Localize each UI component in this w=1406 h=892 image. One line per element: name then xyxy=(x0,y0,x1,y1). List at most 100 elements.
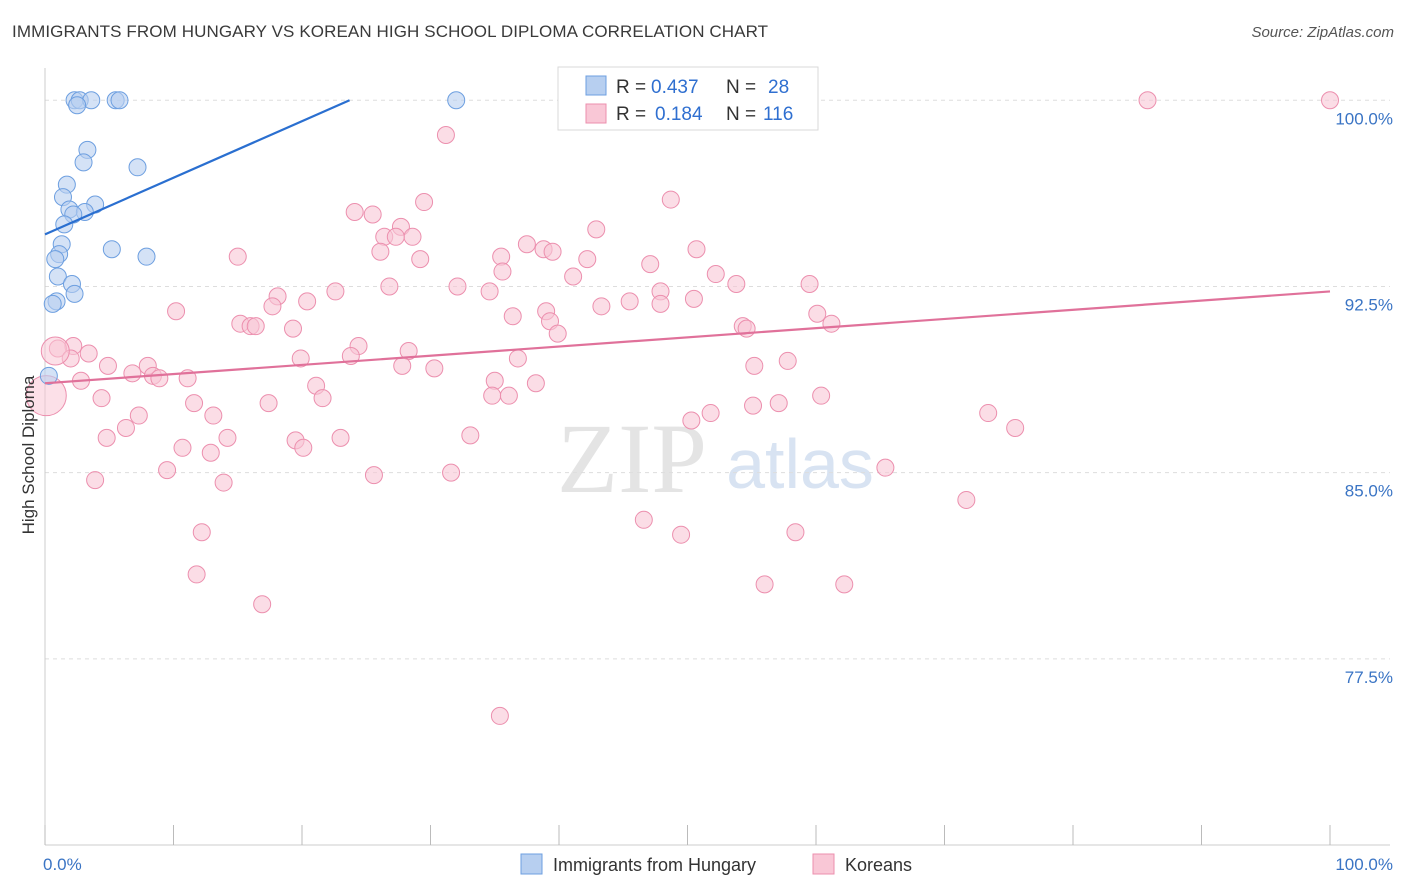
legend-n-value-blue: 28 xyxy=(768,77,789,98)
legend-r-value-blue: 0.437 xyxy=(651,77,699,98)
koreans-point-112 xyxy=(755,575,774,594)
bottom-legend-label-blue: Immigrants from Hungary xyxy=(553,855,756,875)
koreans-point-26 xyxy=(727,274,746,293)
koreans-point-98 xyxy=(173,438,192,457)
legend-swatch-blue xyxy=(585,75,607,96)
koreans-point-69 xyxy=(425,359,444,378)
koreans-point-102 xyxy=(442,463,461,482)
koreans-point-13 xyxy=(517,235,536,254)
watermark-zip: ZIP xyxy=(557,403,707,514)
koreans-point-107 xyxy=(634,510,653,529)
koreans-point-100 xyxy=(876,458,895,477)
bottom-legend: Immigrants from Hungary Koreans xyxy=(520,853,912,875)
koreans-point-61 xyxy=(778,351,797,370)
koreans-point-27 xyxy=(800,274,819,293)
legend-n-label-blue: N = xyxy=(726,77,756,98)
koreans-point-78 xyxy=(499,386,518,405)
legend-n-label-pink: N = xyxy=(726,104,756,125)
koreans-point-50 xyxy=(822,314,841,333)
koreans-point-31 xyxy=(480,282,499,301)
koreans-point-86 xyxy=(204,406,223,425)
koreans-point-101 xyxy=(158,461,177,480)
koreans-point-81 xyxy=(185,394,204,413)
koreans-point-71 xyxy=(150,369,169,388)
koreans-point-10 xyxy=(403,227,422,246)
hungary-point-27 xyxy=(39,366,58,385)
koreans-point-21 xyxy=(578,250,597,269)
koreans-point-115 xyxy=(490,706,509,725)
koreans-point-42 xyxy=(503,307,522,326)
hungary-point-22 xyxy=(48,267,67,286)
y-tick-label-1: 85.0% xyxy=(1345,482,1393,501)
koreans-point-12 xyxy=(587,220,606,239)
koreans-point-29 xyxy=(448,277,467,296)
hungary-points xyxy=(39,91,466,385)
koreans-point-92 xyxy=(97,428,116,447)
hungary-point-18 xyxy=(102,240,121,259)
koreans-point-34 xyxy=(684,289,703,308)
koreans-point-72 xyxy=(485,371,504,390)
koreans-point-25 xyxy=(564,267,583,286)
koreans-point-16 xyxy=(371,242,390,261)
bottom-legend-swatch-blue xyxy=(520,853,543,875)
koreans-point-88 xyxy=(701,404,720,423)
legend-n-value-pink: 116 xyxy=(763,104,793,125)
koreans-point-40 xyxy=(167,302,186,321)
koreans-point-63 xyxy=(393,356,412,375)
koreans-point-77 xyxy=(483,386,502,405)
watermark-atlas: atlas xyxy=(726,425,874,503)
koreans-point-80 xyxy=(92,389,111,408)
koreans-point-5 xyxy=(415,193,434,212)
legend-r-label-blue: R = xyxy=(616,77,646,98)
koreans-points xyxy=(25,91,1339,725)
koreans-point-99 xyxy=(201,443,220,462)
koreans-point-2 xyxy=(1321,91,1339,110)
koreans-point-15 xyxy=(687,240,706,259)
koreans-point-111 xyxy=(187,565,206,584)
koreans-point-91 xyxy=(116,418,135,437)
koreans-point-43 xyxy=(808,304,827,323)
koreans-point-17 xyxy=(543,242,562,261)
koreans-point-52 xyxy=(548,324,567,343)
koreans-point-11 xyxy=(386,227,405,246)
trend-lines xyxy=(44,99,1331,385)
koreans-point-64 xyxy=(745,356,764,375)
koreans-point-87 xyxy=(979,404,998,423)
hungary-trend-line xyxy=(44,99,350,236)
koreans-point-103 xyxy=(364,466,383,485)
koreans-point-7 xyxy=(363,205,382,224)
koreans-point-24 xyxy=(706,265,725,284)
koreans-point-large-1 xyxy=(40,336,70,366)
koreans-point-110 xyxy=(786,523,805,542)
hungary-point-24 xyxy=(65,284,84,303)
koreans-point-36 xyxy=(620,292,639,311)
y-axis-title: High School Diploma xyxy=(19,375,38,534)
koreans-point-76 xyxy=(812,386,831,405)
koreans-point-22 xyxy=(641,255,660,274)
hungary-point-9 xyxy=(128,158,147,177)
koreans-point-47 xyxy=(246,317,265,336)
koreans-point-56 xyxy=(399,341,418,360)
legend-r-value-pink: 0.184 xyxy=(655,104,703,125)
koreans-point-108 xyxy=(192,523,211,542)
hungary-point-6 xyxy=(68,96,87,115)
koreans-point-93 xyxy=(461,426,480,445)
koreans-point-6 xyxy=(345,202,364,221)
koreans-point-62 xyxy=(98,356,117,375)
koreans-point-57 xyxy=(79,344,98,363)
y-tick-label-2: 92.5% xyxy=(1345,295,1393,314)
bottom-legend-swatch-pink xyxy=(812,853,835,875)
koreans-point-19 xyxy=(492,247,511,266)
koreans-point-35 xyxy=(298,292,317,311)
koreans-point-18 xyxy=(411,250,430,269)
hungary-point-4 xyxy=(110,91,129,110)
x-tick-label-1: 100.0% xyxy=(1335,855,1393,874)
koreans-point-59 xyxy=(291,349,310,368)
koreans-point-96 xyxy=(331,428,350,447)
koreans-point-20 xyxy=(228,247,247,266)
koreans-trend-line xyxy=(44,290,1331,385)
koreans-point-106 xyxy=(957,490,976,509)
legend: R = 0.437 N = 28 R = 0.184 N = 116 xyxy=(557,66,819,131)
koreans-point-97 xyxy=(294,438,313,457)
koreans-point-60 xyxy=(508,349,527,368)
